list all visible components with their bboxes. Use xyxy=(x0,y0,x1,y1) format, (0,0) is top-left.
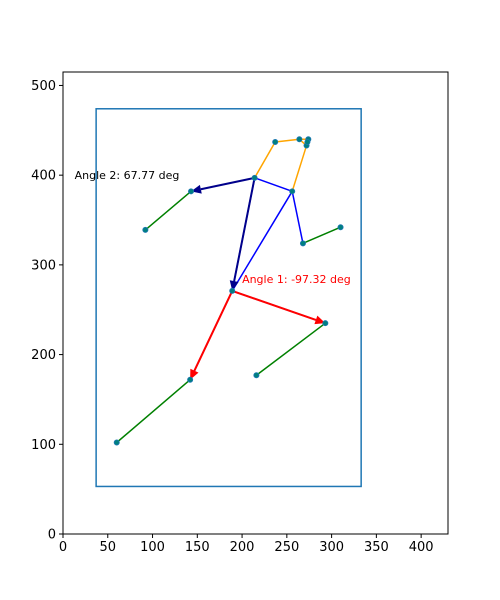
keypoint-9 xyxy=(142,226,149,233)
keypoint-13 xyxy=(187,376,194,383)
angle-arrow-shaft-0 xyxy=(200,176,255,191)
x-tick-label-5: 250 xyxy=(274,540,299,555)
keypoint-1 xyxy=(296,136,303,143)
x-tick-label-4: 200 xyxy=(230,540,255,555)
skeleton-segment-4 xyxy=(291,191,304,244)
keypoint-8 xyxy=(299,240,306,247)
keypoint-4 xyxy=(272,138,279,145)
y-tick-label-4: 400 xyxy=(31,169,56,184)
y-tick-label-5: 500 xyxy=(31,79,56,94)
plot-area xyxy=(95,108,362,488)
x-tick-label-8: 400 xyxy=(409,540,434,555)
x-tick-label-7: 350 xyxy=(364,540,389,555)
keypoint-6 xyxy=(289,188,296,195)
annotations: Angle 1: -97.32 deg Angle 2: 67.77 deg xyxy=(75,169,351,286)
x-tick-label-2: 100 xyxy=(140,540,165,555)
skeleton-segment-12 xyxy=(116,379,191,444)
skeleton-segment-11 xyxy=(255,322,326,376)
skeleton-segment-6 xyxy=(231,190,293,292)
angle-1-annotation: Angle 1: -97.32 deg xyxy=(242,273,351,286)
keypoint-10 xyxy=(337,224,344,231)
x-tick-label-0: 0 xyxy=(59,540,67,555)
skeleton-segment-1 xyxy=(253,141,276,179)
skeleton-segment-3 xyxy=(254,177,293,193)
keypoint-3 xyxy=(304,138,311,145)
angle-arrow-shaft-3 xyxy=(193,290,234,372)
x-tick-label-1: 50 xyxy=(99,540,116,555)
bounding-box xyxy=(95,108,362,488)
angle-arrow-shaft-2 xyxy=(231,289,317,321)
angle-arrow-head-3 xyxy=(190,368,199,380)
y-tick-label-1: 100 xyxy=(31,438,56,453)
angle-arrow-shaft-1 xyxy=(233,177,256,282)
skeleton-segment-9 xyxy=(144,190,192,231)
skeleton-segment-10 xyxy=(302,226,341,245)
skeleton-segment-2 xyxy=(291,145,308,192)
x-tick-label-6: 300 xyxy=(319,540,344,555)
axes-frame xyxy=(62,71,449,535)
keypoint-14 xyxy=(253,372,260,379)
y-tick-label-2: 200 xyxy=(31,348,56,363)
x-tick-label-3: 150 xyxy=(185,540,210,555)
y-tick-label-3: 300 xyxy=(31,258,56,273)
y-tick-label-0: 0 xyxy=(48,528,56,543)
angle-2-annotation: Angle 2: 67.77 deg xyxy=(75,169,180,182)
keypoint-7 xyxy=(188,188,195,195)
keypoint-12 xyxy=(322,320,329,327)
keypoint-11 xyxy=(229,287,236,294)
keypoint-15 xyxy=(113,439,120,446)
axis-ticks: 0 50 100 150 200 250 300 350 400 0 100 200 300 400 500 xyxy=(31,79,433,555)
keypoint-5 xyxy=(251,174,258,181)
